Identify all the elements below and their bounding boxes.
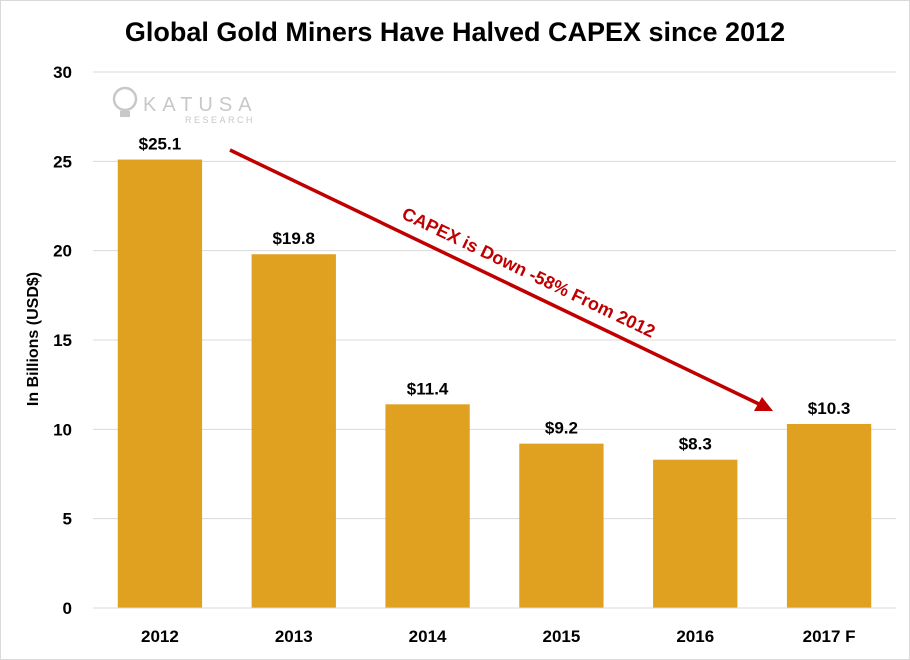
data-label: $25.1 (139, 135, 182, 154)
y-tick-label: 10 (53, 420, 72, 439)
arrow-head-icon (754, 397, 773, 411)
y-tick-label: 25 (53, 152, 72, 171)
x-tick-label: 2017 F (803, 627, 856, 646)
data-label: $10.3 (808, 399, 851, 418)
bar-2017-f (786, 423, 872, 608)
x-tick-label: 2013 (275, 627, 313, 646)
y-tick-label: 20 (53, 242, 72, 261)
x-tick-label: 2016 (676, 627, 714, 646)
bar-2013 (251, 254, 336, 609)
x-tick-label: 2012 (141, 627, 179, 646)
bar-2015 (519, 443, 604, 608)
x-tick-label: 2014 (409, 627, 447, 646)
trend-annotation-text: CAPEX is Down -58% From 2012 (399, 203, 658, 341)
y-tick-label: 30 (53, 63, 72, 82)
y-tick-label: 0 (63, 599, 72, 618)
watermark-brand: KATUSA (143, 94, 258, 116)
katusa-research-logo: KATUSA RESEARCH (112, 86, 258, 125)
data-label: $9.2 (545, 419, 578, 438)
bars (117, 159, 872, 609)
watermark-sub: RESEARCH (185, 115, 255, 125)
y-axis-ticks: 0 5 10 15 20 25 30 (53, 63, 72, 618)
chart-title: Global Gold Miners Have Halved CAPEX sin… (125, 17, 785, 47)
gridlines (93, 71, 896, 520)
x-tick-label: 2015 (543, 627, 581, 646)
y-axis-label: In Billions (USD$) (25, 272, 42, 406)
data-labels: $25.1 $19.8 $11.4 $9.2 $8.3 $10.3 (139, 135, 851, 454)
data-label: $19.8 (272, 229, 315, 248)
x-axis-ticks: 2012 2013 2014 2015 2016 2017 F (141, 627, 856, 646)
lightbulb-icon (112, 86, 138, 112)
trend-arrow (229, 148, 762, 407)
bar-2016 (653, 459, 738, 608)
y-tick-label: 15 (53, 331, 72, 350)
bar-2012 (117, 159, 203, 608)
bar-2014 (385, 404, 470, 608)
data-label: $8.3 (679, 435, 712, 454)
y-tick-label: 5 (63, 510, 72, 529)
data-label: $11.4 (407, 379, 449, 398)
lightbulb-base (120, 111, 130, 117)
